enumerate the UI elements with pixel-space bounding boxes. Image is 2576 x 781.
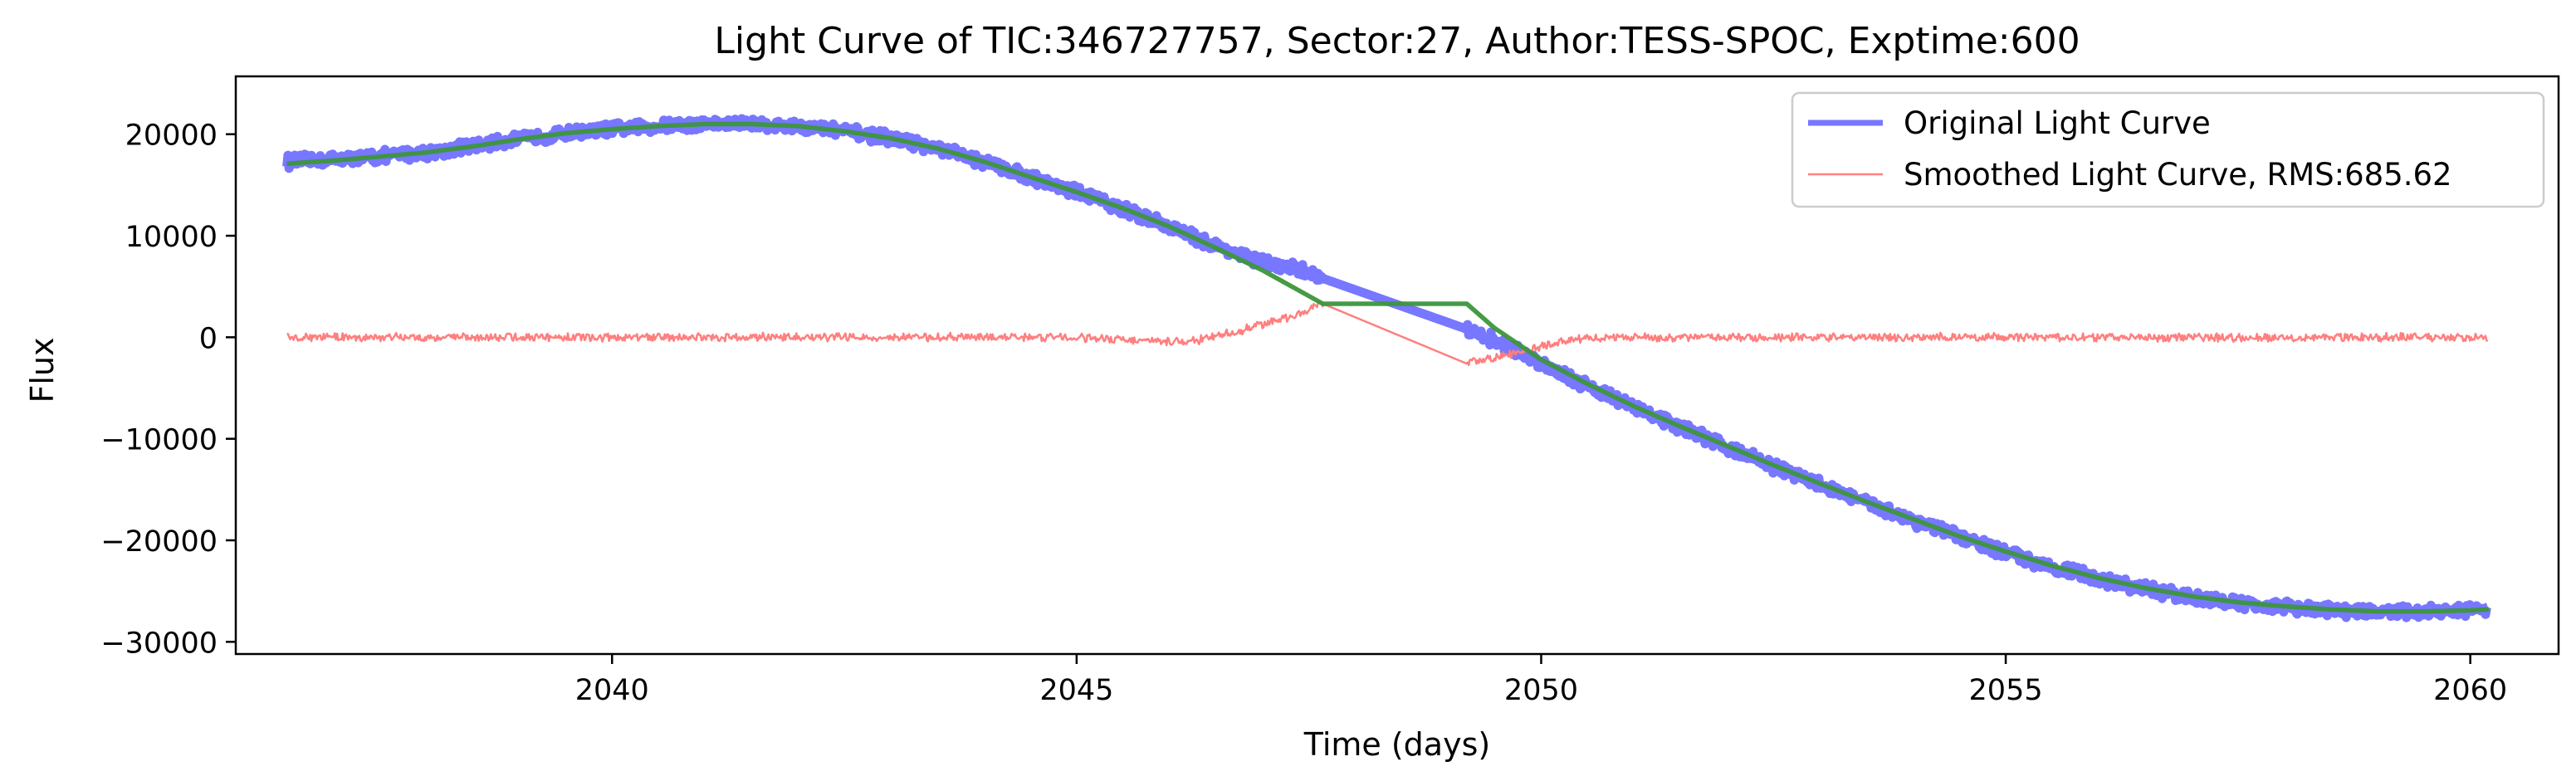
- legend-label-original: Original Light Curve: [1904, 105, 2211, 141]
- chart-title: Light Curve of TIC:346727757, Sector:27,…: [714, 20, 2080, 62]
- y-axis-label: Flux: [24, 338, 61, 403]
- x-axis-label: Time (days): [1303, 726, 1490, 763]
- legend: Original Light Curve Smoothed Light Curv…: [1791, 91, 2545, 208]
- y-tick-label: −30000: [100, 627, 218, 660]
- x-tick-label: 2055: [1969, 674, 2043, 707]
- legend-label-residual: Smoothed Light Curve, RMS:685.62: [1904, 157, 2452, 193]
- x-tick-label: 2045: [1039, 674, 1113, 707]
- x-tick-label: 2040: [575, 674, 649, 707]
- x-tick-label: 2060: [2433, 674, 2507, 707]
- y-tick-label: 10000: [125, 221, 218, 254]
- plot-frame: [234, 75, 2560, 656]
- y-axis-ticks: −30000 −20000 −10000 0 10000 20000: [100, 120, 236, 660]
- series-line-residual: [286, 300, 2489, 367]
- series-line-smoothed: [286, 121, 2490, 614]
- legend-box: [1791, 91, 2545, 208]
- x-tick-label: 2050: [1504, 674, 1578, 707]
- y-tick-label: −10000: [100, 424, 218, 457]
- y-tick-label: 20000: [125, 120, 218, 153]
- y-tick-label: 0: [199, 322, 218, 355]
- x-axis-ticks: 2040 2045 2050 2055 2060: [575, 654, 2507, 707]
- series-layer: [282, 114, 2491, 622]
- y-tick-label: −20000: [100, 525, 218, 559]
